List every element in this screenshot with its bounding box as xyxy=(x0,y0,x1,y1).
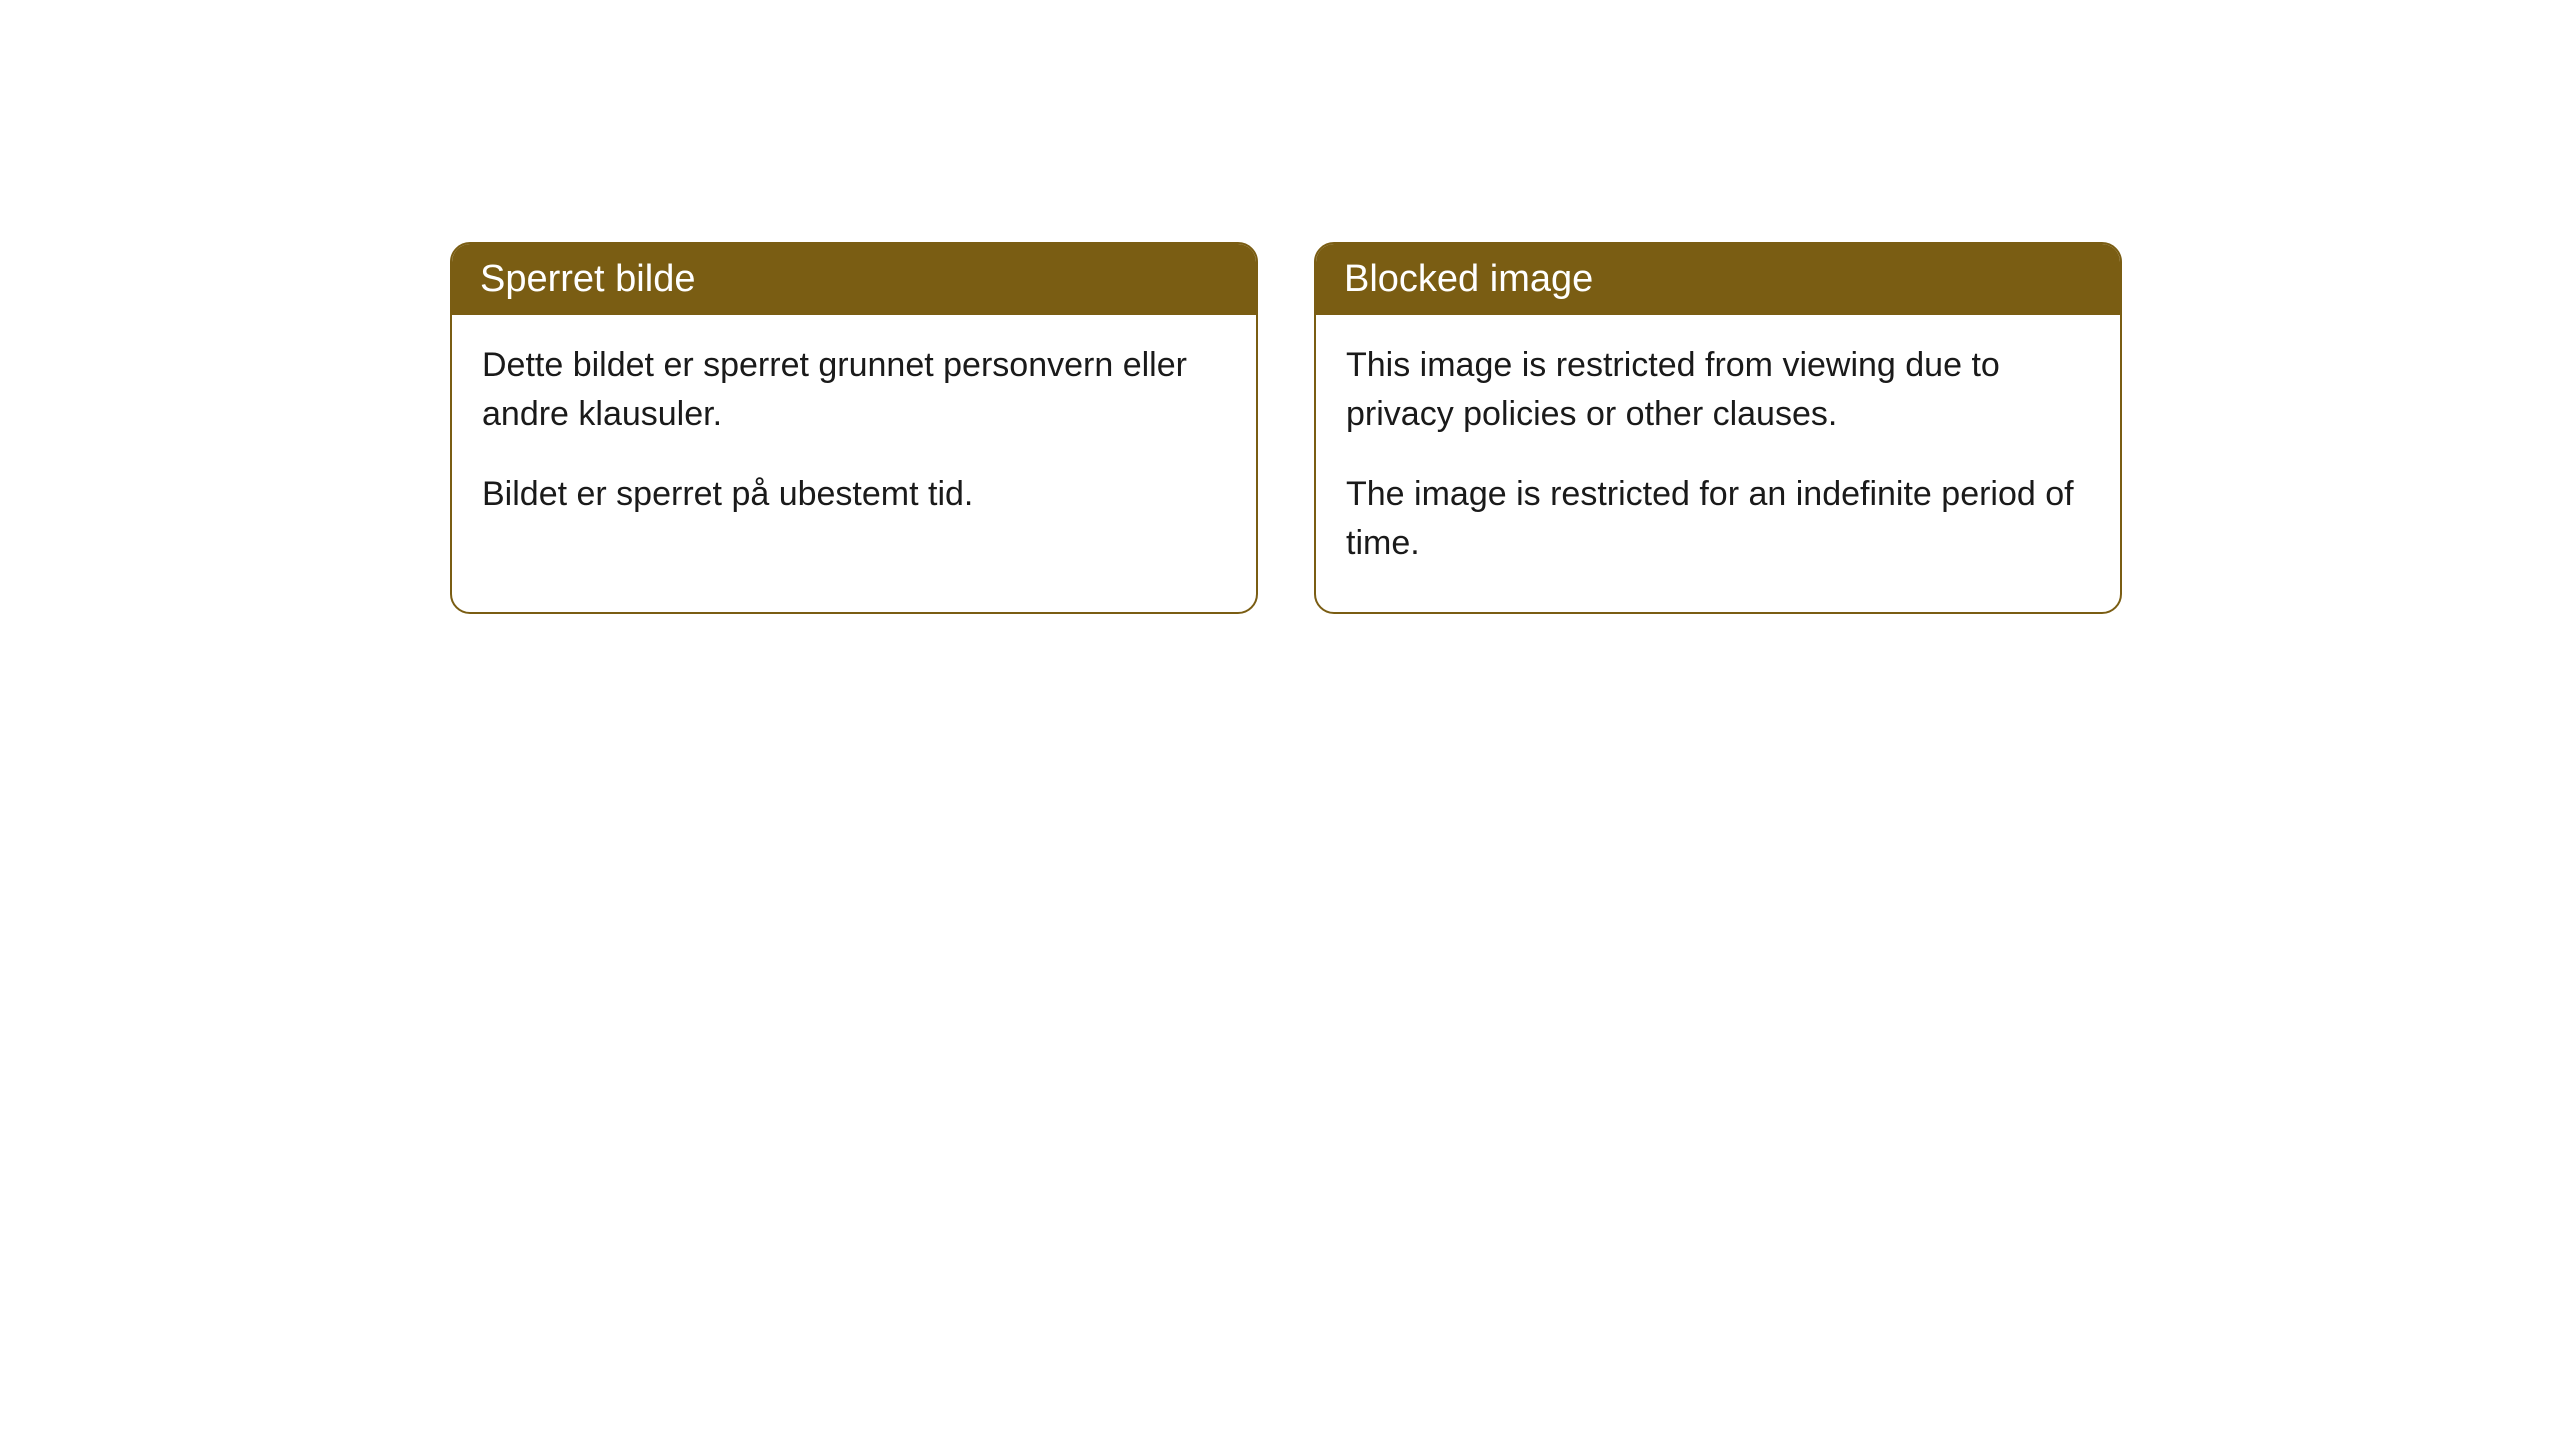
blocked-image-card-norwegian: Sperret bilde Dette bildet er sperret gr… xyxy=(450,242,1258,614)
card-paragraph: Dette bildet er sperret grunnet personve… xyxy=(482,341,1226,440)
card-title: Sperret bilde xyxy=(480,258,695,300)
card-body-norwegian: Dette bildet er sperret grunnet personve… xyxy=(452,315,1256,563)
notice-cards-container: Sperret bilde Dette bildet er sperret gr… xyxy=(450,242,2122,614)
card-header-norwegian: Sperret bilde xyxy=(452,244,1256,315)
card-paragraph: This image is restricted from viewing du… xyxy=(1346,341,2090,440)
card-body-english: This image is restricted from viewing du… xyxy=(1316,315,2120,612)
card-header-english: Blocked image xyxy=(1316,244,2120,315)
blocked-image-card-english: Blocked image This image is restricted f… xyxy=(1314,242,2122,614)
card-paragraph: Bildet er sperret på ubestemt tid. xyxy=(482,470,1226,519)
card-paragraph: The image is restricted for an indefinit… xyxy=(1346,470,2090,569)
card-title: Blocked image xyxy=(1344,258,1593,300)
